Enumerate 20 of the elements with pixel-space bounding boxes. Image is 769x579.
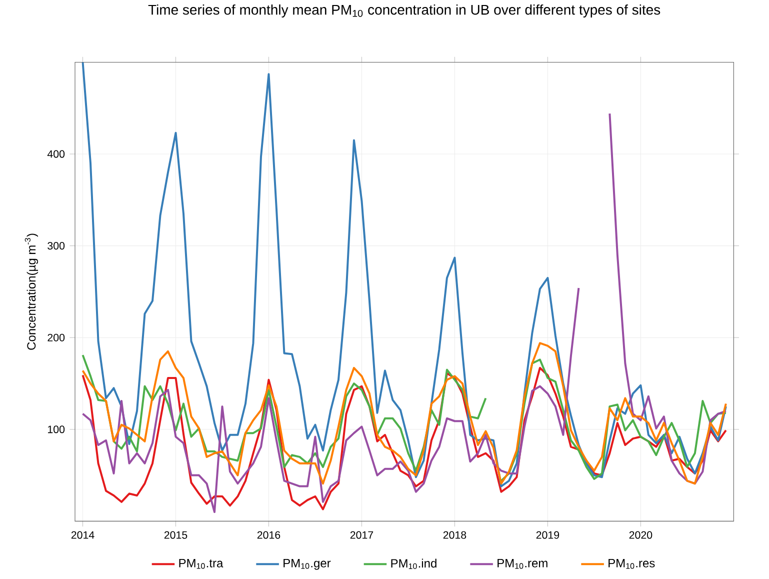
y-tick-label: 300 — [48, 242, 65, 250]
x-tick-label: 2014 — [71, 531, 94, 539]
chart-title: Time series of monthly mean PM$_{10}$ concentration in UB over different types of sites — [148, 4, 660, 18]
x-tick-label: 2015 — [164, 531, 188, 539]
legend-label: PM$_{10}$.tra — [179, 558, 224, 569]
y-axis-title: Concentration(µg m$^{-3}$) — [24, 234, 38, 350]
x-tick-label: 2018 — [443, 531, 466, 539]
line-series — [82, 366, 727, 510]
legend-label: PM$_{10}$.ind — [391, 558, 436, 569]
x-tick-label: 2016 — [257, 531, 280, 539]
x-tick-label: 2017 — [350, 531, 374, 539]
y-tick-label: 400 — [47, 150, 65, 158]
legend-label: PM$_{10}$.res — [608, 558, 655, 569]
line-series — [82, 62, 727, 488]
x-tick-label: 2019 — [536, 531, 560, 539]
y-tick-label: 100 — [48, 426, 65, 434]
y-tick-label: 200 — [48, 334, 65, 342]
legend-label: PM$_{10}$.rem — [498, 558, 548, 569]
legend-label: PM$_{10}$.ger — [284, 558, 331, 570]
x-tick-label: 2020 — [629, 531, 652, 539]
